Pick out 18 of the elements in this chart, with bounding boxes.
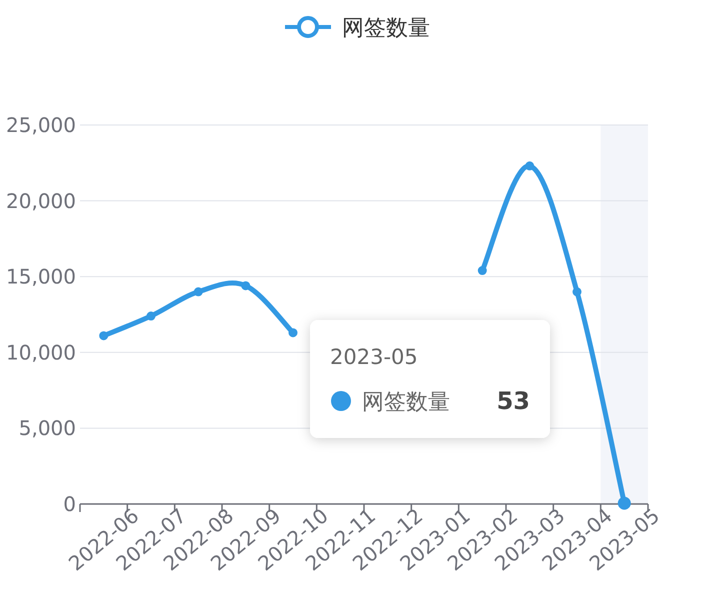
annotation: 网签数量 [362, 390, 450, 415]
legend-label: 网签数量 [342, 16, 430, 41]
point [99, 331, 108, 340]
y-tick-label: 20,000 [6, 188, 76, 213]
point [288, 328, 298, 338]
point [146, 312, 156, 321]
y-tick-label: 10,000 [6, 340, 76, 364]
point [572, 287, 582, 296]
y-tick-label: 25,000 [6, 113, 76, 137]
y-tick-label: 15,000 [6, 264, 76, 289]
legend: 网签数量 [285, 16, 430, 41]
annotation: 2023-05 [330, 345, 418, 369]
annotation: 53 [496, 387, 530, 415]
point [241, 281, 250, 290]
point [525, 161, 534, 170]
point [478, 266, 487, 276]
point [194, 287, 203, 296]
y-tick-label: 5,000 [18, 416, 76, 440]
